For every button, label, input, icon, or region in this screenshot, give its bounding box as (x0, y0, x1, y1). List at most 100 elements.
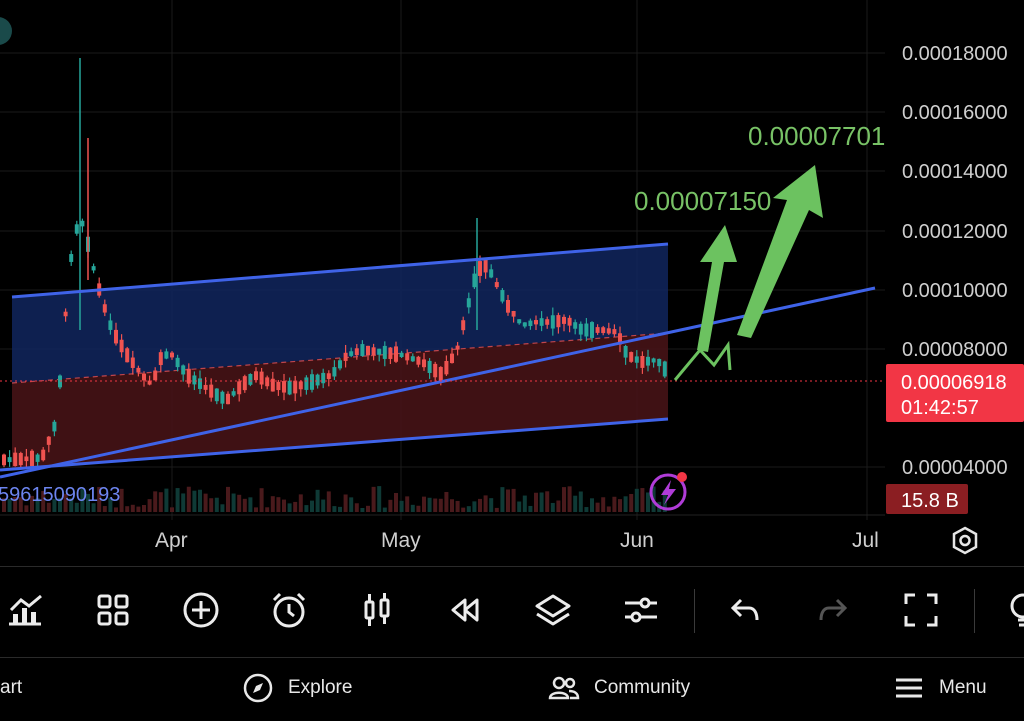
volume-bar (550, 502, 555, 512)
candlestick-icon[interactable] (354, 587, 400, 633)
volume-bar (483, 495, 488, 512)
volume-bar (539, 492, 544, 512)
volume-bar (646, 492, 650, 512)
candle-body (584, 323, 589, 337)
volume-bar (231, 493, 236, 512)
fullscreen-icon[interactable] (898, 587, 944, 633)
volume-bar (58, 498, 62, 512)
volume-bar (545, 491, 550, 512)
candle-body (618, 333, 622, 345)
candle-body (545, 319, 550, 325)
nav-community[interactable]: Community (548, 671, 690, 705)
indicators-icon[interactable] (2, 587, 48, 633)
candle-body (438, 367, 443, 382)
candles (2, 58, 667, 470)
price-axis-label: 0.00010000 (902, 280, 1008, 302)
candle-body (142, 373, 146, 381)
undo-icon[interactable] (722, 587, 768, 633)
volume-bar (399, 500, 404, 512)
volume-bar (153, 491, 158, 512)
candle-body (562, 316, 566, 324)
volume-bar (567, 486, 572, 512)
layout-grid-icon[interactable] (90, 587, 136, 633)
alarm-icon[interactable] (266, 587, 312, 633)
candle-body (578, 323, 583, 335)
volume-bar (321, 499, 326, 512)
add-circle-icon[interactable] (178, 587, 224, 633)
candle-body (74, 224, 79, 234)
candle-body (198, 378, 202, 389)
redo-icon[interactable] (810, 587, 856, 633)
candle-body (265, 377, 270, 387)
candle-body (343, 352, 348, 361)
candle-body (455, 345, 460, 350)
chart-settings-icon[interactable] (952, 526, 978, 555)
candle-body (231, 391, 236, 396)
volume-bar (360, 507, 365, 512)
volume-bar (248, 497, 253, 512)
candle-body (550, 315, 555, 329)
volume-bar (102, 506, 107, 512)
volume-bar (226, 486, 230, 512)
candle-body (321, 372, 326, 384)
channel-upper-zone (12, 244, 668, 383)
volume-bar (578, 491, 583, 512)
target-arrow-1 (697, 225, 737, 352)
target-arrow-2 (737, 165, 823, 338)
volume-bar (192, 490, 197, 512)
candle-body (528, 320, 533, 327)
candle-body (595, 327, 600, 333)
candle-body (30, 450, 34, 467)
candle-body (332, 367, 337, 377)
volume-bar (52, 499, 57, 512)
candle-body (539, 318, 544, 326)
settings-sliders-icon[interactable] (618, 587, 664, 633)
price-chart[interactable]: 0.00007150 0.00007701 59615090193 0.0001… (0, 0, 1024, 566)
date-axis-label: Apr (155, 529, 188, 552)
volume-bar (444, 491, 449, 512)
candle-body (214, 388, 219, 402)
volume-bar (69, 498, 74, 512)
volume-bar (623, 496, 628, 512)
top-left-indicator[interactable] (0, 17, 12, 45)
nav-chart[interactable]: art (0, 671, 22, 705)
candle-body (282, 381, 286, 393)
lightning-icon[interactable] (649, 472, 687, 511)
candle-body (461, 320, 466, 331)
volume-bar (366, 505, 370, 512)
volume-bar (237, 494, 242, 512)
volume-bar (382, 507, 387, 512)
target-2-label: 0.00007701 (748, 121, 885, 151)
volume-bar (662, 490, 667, 512)
nav-explore[interactable]: Explore (242, 671, 352, 705)
volume-bars (2, 486, 667, 512)
candle-body (634, 356, 639, 363)
price-axis-label: 0.00016000 (902, 102, 1008, 124)
volume-bar (130, 504, 135, 512)
price-axis[interactable]: 0.00018000 0.00016000 0.00014000 0.00012… (902, 43, 1008, 479)
nav-menu[interactable]: Menu (893, 671, 987, 705)
layers-icon[interactable] (530, 587, 576, 633)
volume-bar (388, 499, 393, 512)
candle-body (114, 329, 118, 344)
candle-body (35, 454, 40, 462)
trendline[interactable] (0, 286, 876, 479)
drawing-toolbar (0, 566, 1024, 658)
channel-lower-line[interactable] (0, 417, 669, 472)
volume-bar (422, 496, 426, 512)
price-axis-label: 0.00008000 (902, 339, 1008, 361)
idea-icon[interactable] (1000, 587, 1024, 633)
channel-upper-line[interactable] (11, 242, 669, 299)
toolbar-separator (974, 589, 975, 633)
nav-chart-label: art (0, 677, 23, 698)
candle-body (405, 353, 410, 361)
volume-bar (18, 497, 23, 512)
volume-bar (125, 506, 130, 512)
volume-bar (265, 507, 270, 512)
volume-bar (338, 506, 342, 512)
volume-bar (287, 503, 292, 512)
candle-body (416, 356, 421, 365)
candle-body (349, 351, 354, 356)
volume-bar (181, 493, 186, 512)
replay-icon[interactable] (442, 587, 488, 633)
